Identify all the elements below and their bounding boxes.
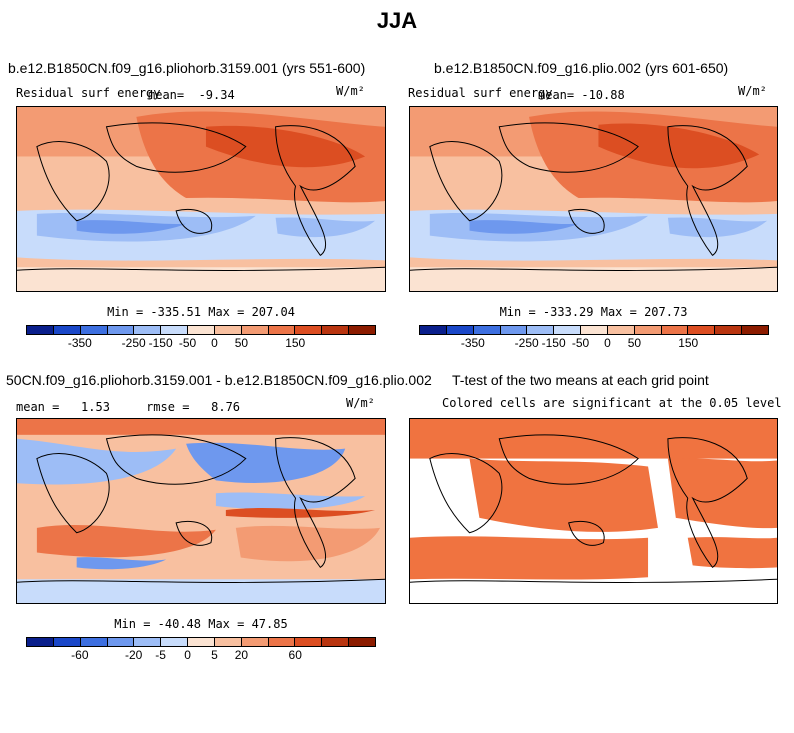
panel1-mean-label: mean= (148, 88, 185, 102)
panel2-mean-value: -10.88 (581, 88, 625, 102)
colorbar-tick-label: -5 (155, 648, 166, 662)
colorbar-swatch (27, 638, 54, 646)
colorbar-swatch (500, 326, 528, 334)
panel2-map (409, 106, 778, 292)
colorbar-tick-label: -60 (71, 648, 89, 662)
colorbar-swatch (688, 326, 716, 334)
colorbar-swatch (27, 326, 54, 334)
colorbar-swatch (241, 326, 269, 334)
panel1-colorbar-ticks: -350 -250 -150 -50 0 50 150 (26, 336, 376, 352)
panel1-mean-value: -9.34 (198, 88, 235, 102)
colorbar-tick-label: -150 (148, 336, 173, 350)
panel2-heatmap (410, 107, 777, 291)
panel1-heatmap (17, 107, 385, 291)
colorbar-swatch (241, 638, 269, 646)
panel1-units: W/m² (336, 84, 365, 98)
panel3-heatmap (17, 419, 385, 603)
panel2-mean-label: mean= (538, 88, 575, 102)
colorbar-swatch (107, 326, 135, 334)
colorbar-swatch (268, 638, 296, 646)
colorbar-tick-label: 50 (234, 336, 249, 350)
panel1-minmax: Min = -335.51 Max = 207.04 (107, 305, 295, 319)
panel3-mean-value: 1.53 (81, 400, 110, 414)
panel3-rmse-label: rmse = (146, 400, 190, 414)
colorbar-swatch (446, 326, 474, 334)
panel1-mean: mean= -9.34 (148, 88, 235, 102)
colorbar-tick-label: -250 (514, 336, 539, 350)
colorbar-swatch (527, 326, 555, 334)
colorbar-tick-label: 150 (285, 336, 306, 350)
panel4-map (409, 418, 778, 604)
panel2-title: b.e12.B1850CN.f09_g16.plio.002 (yrs 601-… (434, 60, 729, 76)
colorbar-tick-label: 0 (184, 648, 191, 662)
colorbar-swatch (715, 326, 743, 334)
colorbar-tick-label: -350 (460, 336, 485, 350)
colorbar-swatch (80, 638, 108, 646)
panel2-colorbar-ticks: -350 -250 -150 -50 0 50 150 (419, 336, 769, 352)
colorbar-tick-label: 50 (627, 336, 642, 350)
panel3-units: W/m² (346, 396, 375, 410)
figure-title: JJA (376, 8, 418, 33)
colorbar-swatch (322, 326, 350, 334)
colorbar-swatch (607, 326, 635, 334)
panel3-rmse-value: 8.76 (211, 400, 241, 414)
colorbar-tick-label: 0 (211, 336, 218, 350)
panel3-colorbar-ticks: -60 -20 -5 0 5 20 60 (26, 648, 376, 664)
colorbar-swatch (80, 326, 108, 334)
panel1-colorbar (26, 325, 376, 335)
colorbar-swatch (661, 326, 689, 334)
colorbar-swatch (473, 326, 501, 334)
panel4-subtitle: Colored cells are significant at the 0.0… (442, 396, 782, 410)
panel2-variable: Residual surf energy (408, 86, 553, 100)
colorbar-tick-label: -50 (178, 336, 197, 350)
colorbar-swatch (53, 638, 81, 646)
colorbar-tick-label: 60 (288, 648, 302, 662)
colorbar-swatch (349, 326, 375, 334)
colorbar-swatch (214, 638, 242, 646)
colorbar-swatch (53, 326, 81, 334)
panel4-title: T-test of the two means at each grid poi… (452, 372, 709, 388)
panel3-mean-label: mean = (16, 400, 60, 414)
colorbar-swatch (742, 326, 768, 334)
colorbar-tick-label: 20 (234, 648, 249, 662)
colorbar-tick-label: -250 (121, 336, 146, 350)
colorbar-tick-label: 5 (211, 648, 218, 662)
panel2-minmax: Min = -333.29 Max = 207.73 (499, 305, 688, 319)
panel1-variable: Residual surf energy (16, 86, 161, 100)
colorbar-tick-label: 0 (604, 336, 611, 350)
colorbar-swatch (107, 638, 135, 646)
panel2-mean: mean= -10.88 (538, 88, 625, 102)
colorbar-swatch (322, 638, 350, 646)
colorbar-tick-label: 150 (678, 336, 699, 350)
panel3-colorbar (26, 637, 376, 647)
panel3-map (16, 418, 386, 604)
panel1-map (16, 106, 386, 292)
colorbar-swatch (634, 326, 662, 334)
panel1-title: b.e12.B1850CN.f09_g16.pliohorb.3159.001 … (8, 60, 366, 76)
colorbar-swatch (188, 326, 215, 334)
colorbar-swatch (214, 326, 242, 334)
panel3-title: 50CN.f09_g16.pliohorb.3159.001 - b.e12.B… (6, 372, 432, 388)
colorbar-swatch (581, 326, 608, 334)
panel3-minmax: Min = -40.48 Max = 47.85 (114, 617, 288, 631)
colorbar-swatch (554, 326, 582, 334)
colorbar-swatch (134, 638, 162, 646)
panel2-colorbar (419, 325, 769, 335)
colorbar-swatch (268, 326, 296, 334)
colorbar-swatch (134, 326, 162, 334)
colorbar-tick-label: -350 (67, 336, 92, 350)
colorbar-swatch (188, 638, 215, 646)
colorbar-swatch (161, 638, 189, 646)
colorbar-tick-label: -20 (125, 648, 143, 662)
colorbar-tick-label: -50 (571, 336, 590, 350)
colorbar-swatch (420, 326, 447, 334)
colorbar-swatch (295, 638, 323, 646)
colorbar-swatch (349, 638, 375, 646)
colorbar-tick-label: -150 (541, 336, 566, 350)
panel4-significance (410, 419, 777, 603)
colorbar-swatch (295, 326, 323, 334)
colorbar-swatch (161, 326, 189, 334)
panel3-stats: mean = 1.53 rmse = 8.76 (16, 400, 240, 414)
panel2-units: W/m² (738, 84, 767, 98)
